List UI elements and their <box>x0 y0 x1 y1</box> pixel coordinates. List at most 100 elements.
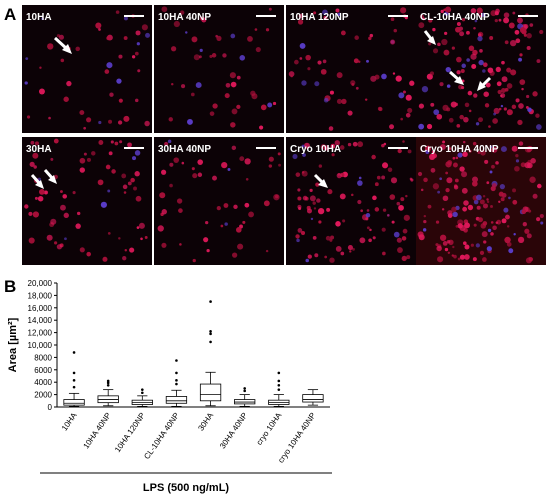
cell <box>517 119 523 126</box>
cell <box>478 33 482 37</box>
cell <box>50 157 54 161</box>
cell <box>134 171 140 177</box>
cell <box>117 120 123 125</box>
cell <box>405 112 411 118</box>
cell <box>463 200 469 206</box>
cell <box>134 150 141 156</box>
cell <box>536 59 541 64</box>
cell <box>506 225 510 228</box>
cell <box>145 32 151 38</box>
cell <box>191 36 198 43</box>
cell <box>179 243 182 246</box>
cell <box>498 18 502 22</box>
cell <box>519 53 523 57</box>
cell <box>216 206 221 211</box>
cell <box>274 194 279 199</box>
cell <box>482 221 488 226</box>
cell <box>326 207 331 212</box>
cell <box>161 6 168 13</box>
cell <box>63 212 69 219</box>
cell <box>123 191 127 194</box>
cell <box>506 109 513 116</box>
cell <box>381 73 387 80</box>
cell <box>488 125 491 128</box>
y-tick-label: 16,000 <box>28 304 53 313</box>
cell <box>351 193 354 197</box>
cell <box>66 80 72 87</box>
cell <box>461 86 465 90</box>
cell <box>301 80 307 86</box>
cell <box>341 98 347 105</box>
box <box>63 399 85 406</box>
cell <box>297 228 303 233</box>
cell <box>498 107 502 111</box>
outlier <box>209 330 212 333</box>
cell <box>374 74 380 80</box>
cell <box>374 207 380 212</box>
cell <box>513 233 516 236</box>
cell <box>369 33 374 38</box>
cell <box>193 54 200 61</box>
cell <box>462 151 468 158</box>
cell <box>461 18 466 22</box>
cell <box>295 172 301 177</box>
cell <box>382 251 386 256</box>
image-label: Cryo 10HA 40NP <box>420 144 499 155</box>
cell <box>495 161 499 165</box>
cell <box>34 141 39 146</box>
cell <box>390 177 398 184</box>
cell <box>462 206 468 212</box>
cell <box>423 214 427 218</box>
cell <box>63 96 69 102</box>
cell <box>536 124 542 130</box>
cell <box>512 188 517 193</box>
cell <box>425 150 430 155</box>
cell <box>124 249 128 252</box>
cell <box>529 176 536 183</box>
cell <box>329 238 333 242</box>
cell <box>159 192 166 199</box>
cell <box>336 172 342 179</box>
cell <box>500 93 506 98</box>
cell <box>157 225 164 232</box>
cell <box>115 10 120 14</box>
cell <box>209 54 213 58</box>
cell <box>393 231 400 238</box>
cell <box>526 94 530 99</box>
cell <box>79 167 86 173</box>
cell <box>504 236 511 244</box>
cell <box>98 140 104 145</box>
cell <box>323 15 328 20</box>
cell <box>301 144 305 148</box>
cell <box>437 42 441 47</box>
cell <box>495 8 500 14</box>
cell <box>387 167 393 173</box>
cell <box>105 164 111 170</box>
cell <box>255 46 261 53</box>
cell <box>347 110 353 116</box>
y-tick-label: 8000 <box>34 353 52 362</box>
outlier <box>277 371 281 375</box>
cell <box>233 204 238 210</box>
cell <box>463 241 467 246</box>
cell <box>372 195 377 201</box>
cell <box>490 10 497 17</box>
cell <box>48 116 51 120</box>
cell <box>481 231 488 238</box>
cell <box>121 173 127 179</box>
cell <box>491 164 495 169</box>
cell <box>39 66 42 69</box>
cell <box>254 28 258 31</box>
cell <box>436 245 442 252</box>
cell <box>305 54 311 61</box>
cell <box>206 249 210 253</box>
cell <box>496 81 502 87</box>
cell <box>447 251 451 254</box>
cell <box>127 142 132 148</box>
cell <box>454 178 459 183</box>
cell <box>419 14 424 19</box>
cell <box>475 122 480 126</box>
cell <box>322 9 328 16</box>
cell <box>482 62 488 68</box>
